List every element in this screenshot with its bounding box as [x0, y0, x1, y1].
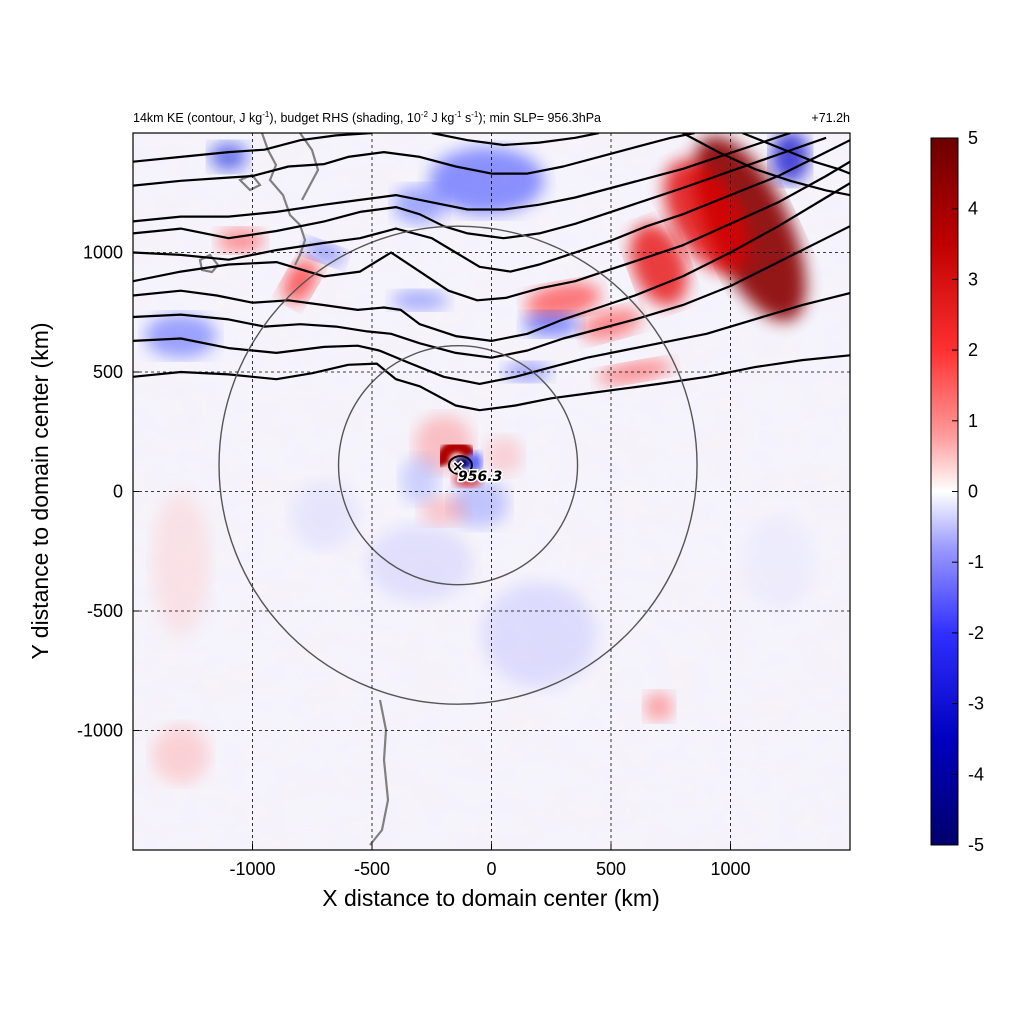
core-negative	[454, 456, 472, 469]
ke-contour-line	[741, 133, 850, 175]
range-ring	[218, 225, 698, 705]
x-axis-ticks: -1000 -500 0 500 1000	[229, 844, 751, 879]
storm-center: ×956.3	[451, 458, 504, 487]
x-tick-label: 0	[486, 859, 496, 879]
shading-patch	[144, 314, 217, 358]
ke-contour-line	[133, 354, 850, 412]
ke-contour-line	[133, 136, 827, 240]
shading-patch	[400, 455, 439, 504]
x-tick-label: 1000	[710, 859, 750, 879]
range-rings	[218, 225, 698, 705]
ke-contour-line	[133, 225, 850, 359]
x-tick-label: -500	[354, 859, 390, 879]
x-axis-label: X distance to domain center (km)	[322, 885, 659, 911]
y-tick-label: -1000	[77, 721, 123, 741]
y-tick-label: -500	[87, 601, 123, 621]
range-ring	[337, 345, 579, 586]
y-tick-label: 1000	[83, 243, 123, 263]
forecast-time: +71.2h	[811, 111, 850, 125]
shading-patch	[367, 524, 473, 602]
shading-patch	[630, 223, 688, 306]
colorbar-tick-label: 5	[968, 128, 978, 148]
shading-patch	[152, 491, 210, 635]
shading-patch	[303, 240, 345, 265]
ke-contour-line	[682, 133, 850, 197]
center-marker: ×	[452, 459, 464, 475]
y-axis-ticks: -1000 -500 0 500 1000	[77, 243, 139, 741]
coastline-segment	[369, 699, 390, 846]
shading-patch	[484, 436, 523, 475]
center-slp-label: 956.3	[458, 469, 502, 485]
colorbar-tick-label: -1	[968, 552, 984, 572]
colorbar-tick-label: 3	[968, 269, 978, 289]
shading-patch	[283, 259, 318, 304]
ke-contour-line	[133, 292, 850, 385]
colorbar-tick-label: 0	[968, 482, 978, 502]
colorbar-tick-label: -3	[968, 694, 984, 714]
colorbar-ticks: 5 4 3 2 1 0 -1 -2 -3 -4 -5	[952, 128, 984, 855]
shading-patch	[152, 725, 210, 784]
shading-patch	[216, 228, 265, 253]
ke-contour-line	[133, 133, 791, 223]
colorbar-tick-label: -2	[968, 623, 984, 643]
colorbar-tick-label: 1	[968, 411, 978, 431]
coastline-segment	[299, 133, 320, 201]
colorbar-tick-label: -4	[968, 764, 984, 784]
shading-patch	[481, 582, 597, 688]
colorbar-tick-label: 4	[968, 199, 978, 219]
x-tick-label: 500	[596, 859, 626, 879]
ke-contour-line	[133, 160, 850, 302]
ke-contour-line	[133, 133, 373, 163]
shading-patch	[525, 282, 601, 319]
ke-contour-line	[133, 182, 850, 342]
core-positive	[436, 440, 476, 468]
x-tick-label: -1000	[229, 859, 275, 879]
ke-contour-line	[133, 139, 850, 273]
shading-patch	[290, 481, 358, 549]
y-tick-label: 0	[113, 482, 123, 502]
shading-patch	[742, 515, 815, 611]
coastline-segment	[260, 133, 307, 266]
plot-area: ×956.3	[133, 133, 850, 850]
shading-patch	[393, 185, 447, 224]
chart-title: 14km KE (contour, J kg-1), budget RHS (s…	[133, 110, 601, 125]
coastline	[198, 133, 390, 846]
core-positive-band	[453, 472, 482, 487]
colorbar-tick-label: -5	[968, 835, 984, 855]
shading-patch	[580, 308, 642, 341]
ke-contour-core	[447, 455, 473, 476]
ke-contours	[133, 133, 850, 476]
shading-patch	[209, 142, 248, 172]
y-tick-label: 500	[93, 362, 123, 382]
shading-patch	[597, 360, 673, 384]
colorbar-tick-label: 2	[968, 340, 978, 360]
y-axis-label: Y distance to domain center (km)	[27, 322, 53, 659]
shading-patch	[771, 133, 810, 184]
shading-patch	[644, 692, 674, 721]
shading-patch	[391, 290, 449, 310]
shading-patch	[419, 496, 468, 525]
shading-patch	[429, 147, 545, 215]
ke-contour-line	[431, 133, 600, 147]
